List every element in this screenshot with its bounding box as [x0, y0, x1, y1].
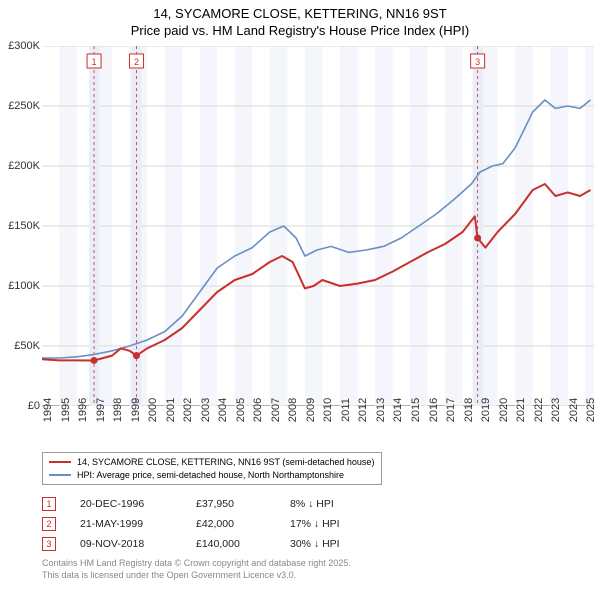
x-tick-label: 2006: [252, 398, 264, 422]
x-tick-label: 2016: [428, 398, 440, 422]
title-address: 14, SYCAMORE CLOSE, KETTERING, NN16 9ST: [0, 6, 600, 23]
transaction-diff: 17% ↓ HPI: [290, 518, 380, 530]
x-tick-label: 2007: [270, 398, 282, 422]
x-tick-label: 2012: [357, 398, 369, 422]
x-tick-label: 1994: [42, 398, 54, 422]
x-tick-label: 2015: [410, 398, 422, 422]
x-tick-label: 2024: [568, 398, 580, 422]
x-tick-label: 2022: [533, 398, 545, 422]
footer-line1: Contains HM Land Registry data © Crown c…: [42, 558, 351, 570]
x-tick-label: 1999: [130, 398, 142, 422]
chart-plot-area: 1 2 3: [42, 46, 594, 406]
transaction-date: 09-NOV-2018: [80, 538, 172, 550]
x-tick-label: 2003: [200, 398, 212, 422]
transaction-badge: 1: [42, 497, 56, 511]
x-tick-label: 1997: [95, 398, 107, 422]
transaction-diff: 8% ↓ HPI: [290, 498, 380, 510]
footer-line2: This data is licensed under the Open Gov…: [42, 570, 351, 582]
legend-row-1: 14, SYCAMORE CLOSE, KETTERING, NN16 9ST …: [49, 456, 375, 469]
y-tick-label: £100K: [0, 280, 40, 292]
transaction-price: £140,000: [196, 538, 266, 550]
x-tick-label: 2000: [147, 398, 159, 422]
svg-text:1: 1: [92, 57, 97, 67]
title-block: 14, SYCAMORE CLOSE, KETTERING, NN16 9ST …: [0, 0, 600, 40]
transaction-row: 1 20-DEC-1996 £37,950 8% ↓ HPI: [42, 494, 380, 514]
svg-text:3: 3: [475, 57, 480, 67]
transactions-table: 1 20-DEC-1996 £37,950 8% ↓ HPI 2 21-MAY-1999 £…: [42, 494, 380, 554]
y-tick-label: £300K: [0, 40, 40, 52]
x-tick-label: 1995: [60, 398, 72, 422]
x-tick-label: 2019: [480, 398, 492, 422]
y-tick-label: £250K: [0, 100, 40, 112]
transaction-date: 20-DEC-1996: [80, 498, 172, 510]
transaction-price: £42,000: [196, 518, 266, 530]
x-tick-label: 2021: [515, 398, 527, 422]
legend-swatch-2: [49, 474, 71, 476]
svg-text:2: 2: [134, 57, 139, 67]
legend-label-1: 14, SYCAMORE CLOSE, KETTERING, NN16 9ST …: [77, 456, 374, 469]
transaction-diff: 30% ↓ HPI: [290, 538, 380, 550]
title-subtitle: Price paid vs. HM Land Registry's House …: [0, 23, 600, 40]
chart-container: 14, SYCAMORE CLOSE, KETTERING, NN16 9ST …: [0, 0, 600, 590]
y-tick-label: £0: [0, 400, 40, 412]
x-tick-label: 2018: [463, 398, 475, 422]
x-tick-label: 2011: [340, 398, 352, 422]
x-tick-label: 1996: [77, 398, 89, 422]
x-tick-label: 2004: [217, 398, 229, 422]
y-tick-label: £50K: [0, 340, 40, 352]
x-tick-label: 2025: [585, 398, 597, 422]
transaction-badge: 2: [42, 517, 56, 531]
transaction-row: 3 09-NOV-2018 £140,000 30% ↓ HPI: [42, 534, 380, 554]
x-tick-label: 2005: [235, 398, 247, 422]
transaction-date: 21-MAY-1999: [80, 518, 172, 530]
legend-row-2: HPI: Average price, semi-detached house,…: [49, 469, 375, 482]
transaction-price: £37,950: [196, 498, 266, 510]
legend-label-2: HPI: Average price, semi-detached house,…: [77, 469, 344, 482]
y-tick-label: £200K: [0, 160, 40, 172]
x-tick-label: 2014: [392, 398, 404, 422]
footer-attribution: Contains HM Land Registry data © Crown c…: [42, 558, 351, 581]
x-tick-label: 2002: [182, 398, 194, 422]
transaction-badge: 3: [42, 537, 56, 551]
x-tick-label: 2008: [287, 398, 299, 422]
legend-box: 14, SYCAMORE CLOSE, KETTERING, NN16 9ST …: [42, 452, 382, 485]
x-tick-label: 2010: [322, 398, 334, 422]
x-tick-label: 2023: [550, 398, 562, 422]
transaction-row: 2 21-MAY-1999 £42,000 17% ↓ HPI: [42, 514, 380, 534]
x-tick-label: 2013: [375, 398, 387, 422]
x-tick-label: 1998: [112, 398, 124, 422]
y-tick-label: £150K: [0, 220, 40, 232]
x-tick-label: 2017: [445, 398, 457, 422]
x-tick-label: 2009: [305, 398, 317, 422]
legend-swatch-1: [49, 461, 71, 463]
chart-svg: 1 2 3: [42, 46, 594, 406]
x-tick-label: 2001: [165, 398, 177, 422]
x-tick-label: 2020: [498, 398, 510, 422]
